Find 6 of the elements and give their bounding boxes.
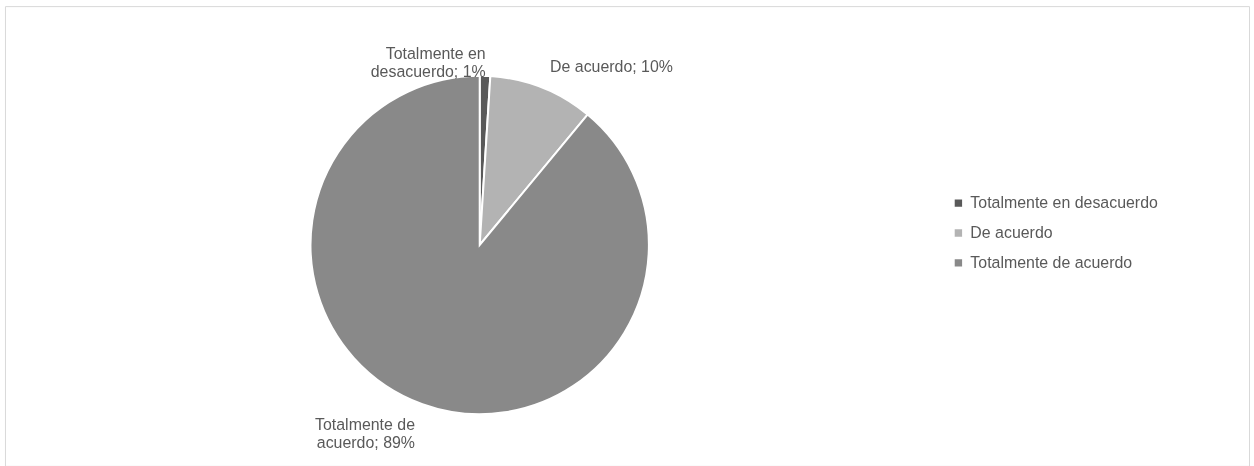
legend-label: Totalmente de acuerdo — [970, 253, 1133, 271]
data-label: Totalmente en desacuerdo; 1% — [370, 44, 486, 80]
data-label: De acuerdo; 10% — [550, 58, 673, 76]
legend-label: De acuerdo — [970, 223, 1053, 241]
legend-label: Totalmente en desacuerdo — [970, 194, 1158, 212]
data-label: Totalmente de acuerdo; 89% — [315, 415, 416, 451]
